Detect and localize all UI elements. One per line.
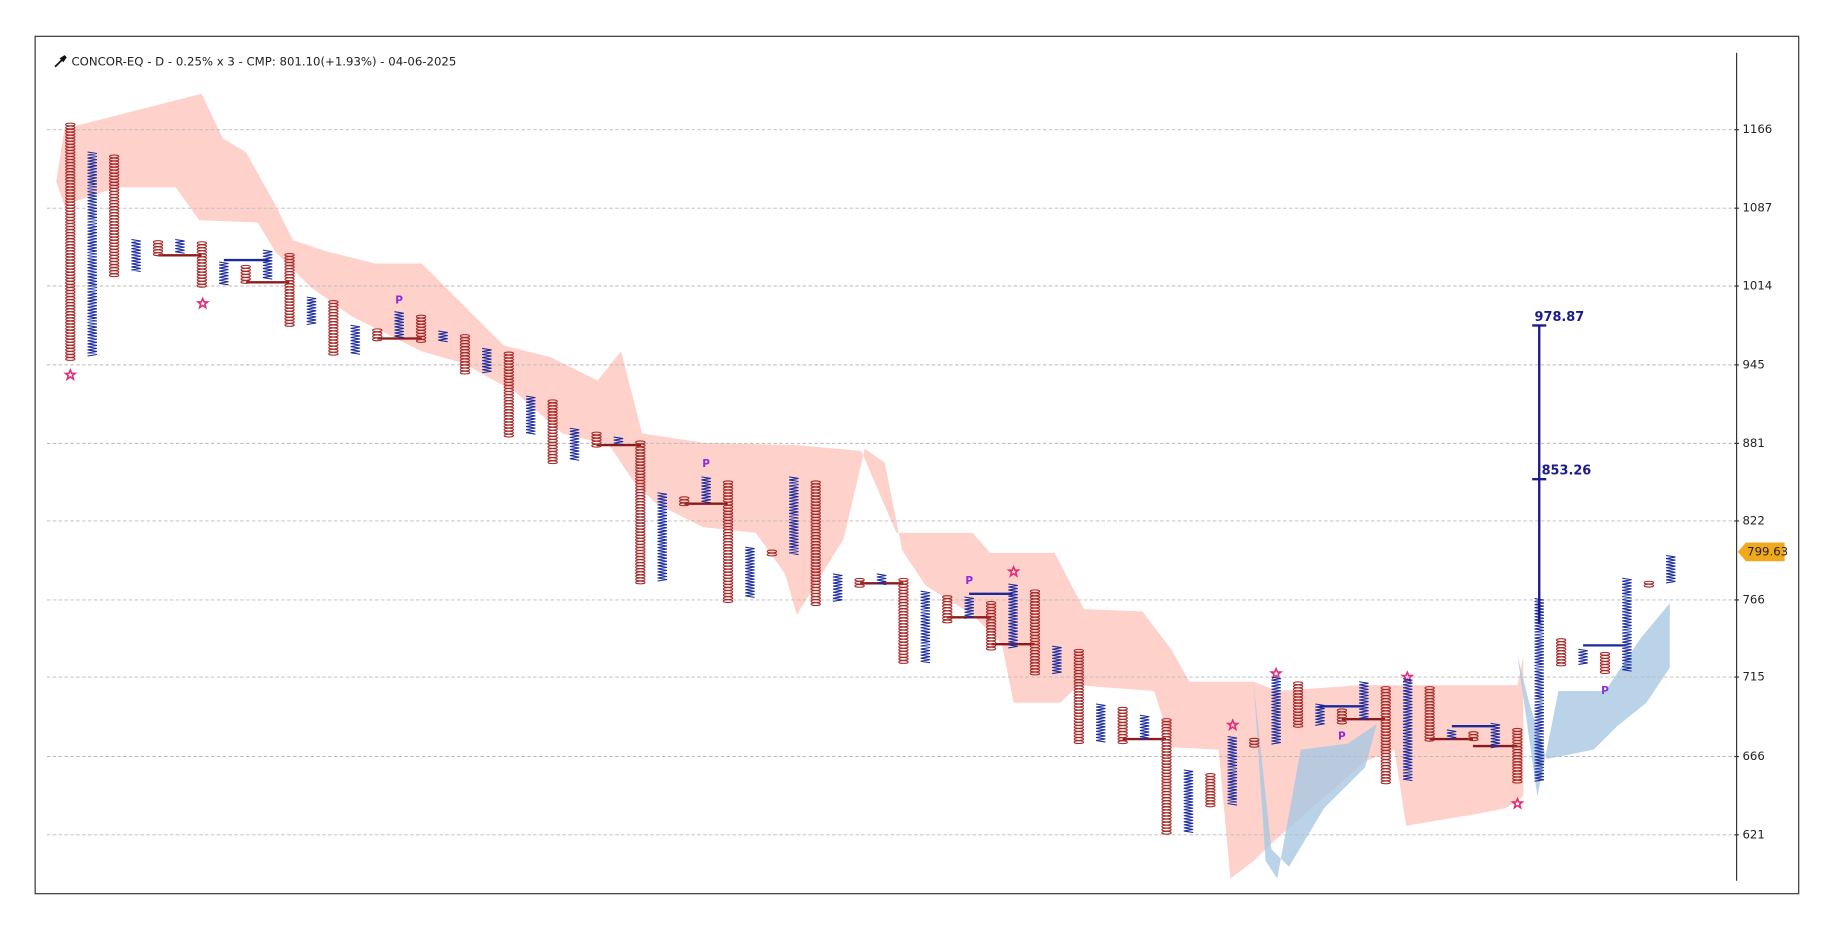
p-label: P [965,575,973,587]
price-tag-label: 799.63 [1747,544,1788,558]
x-column [657,492,668,582]
y-tick-label: 881 [1742,436,1764,450]
x-column [1139,714,1150,741]
x-column [701,476,711,504]
o-column [942,595,953,624]
o-column [1205,773,1216,808]
y-tick-label: 1014 [1742,279,1772,293]
x-column [1446,729,1457,740]
y-tick-label: 822 [1742,513,1764,527]
o-column [284,252,295,327]
target-label: 978.87 [1535,310,1585,325]
y-tick-label: 666 [1742,749,1764,763]
o-column [1336,708,1348,725]
price-tag [1737,542,1785,562]
o-column [415,314,427,343]
x-column [438,330,448,343]
o-column [1161,718,1172,835]
target-label: 853.26 [1542,463,1592,478]
o-column [459,334,471,375]
o-column [152,240,164,257]
p-label: P [1338,731,1346,743]
o-column [591,431,602,448]
o-column [1555,638,1567,667]
x-column [1359,681,1369,721]
o-column [372,328,383,342]
x-column [1315,703,1325,726]
y-tick-label: 1087 [1742,201,1772,215]
x-column [613,436,624,446]
x-column [876,573,887,586]
p-label: P [702,458,710,470]
x-column [350,324,361,355]
o-column [1512,727,1523,784]
y-tick-label: 621 [1742,827,1764,841]
x-column [1534,597,1545,782]
o-column [1073,648,1085,745]
chart-title: CONCOR-EQ - D - 0.25% x 3 - CMP: 801.10(… [71,55,456,69]
y-tick-label: 1166 [1742,122,1772,136]
x-column [1622,577,1632,672]
o-column [1468,731,1479,742]
x-column [306,296,317,326]
x-column [920,590,931,664]
x-column [1095,703,1106,743]
o-column [985,601,997,651]
wrench-icon [54,55,67,68]
x-column [1490,722,1501,749]
o-column [196,241,208,288]
x-column [262,249,273,280]
o-column [810,480,821,607]
o-column [1380,686,1391,785]
o-column [503,351,515,438]
cloud-bull [1517,603,1670,797]
o-column [898,577,909,664]
x-column [87,151,98,357]
x-column [175,239,185,254]
x-column [131,239,141,273]
x-column [1052,645,1062,675]
o-column [1643,580,1655,588]
x-column [1008,583,1018,649]
y-tick-label: 945 [1742,357,1764,371]
o-column [547,399,558,465]
o-column [65,122,76,361]
o-column [1117,706,1128,745]
o-column [766,549,778,557]
x-column [1578,648,1588,665]
o-column [1029,589,1041,676]
o-column [1599,651,1611,674]
x-column [832,573,843,602]
cloud-bull [1253,685,1377,879]
o-column [1424,686,1435,742]
o-column [240,264,251,284]
x-column [569,427,580,461]
o-column [635,440,646,585]
o-column [1249,737,1260,748]
x-column [1183,769,1194,833]
y-tick-label: 715 [1742,670,1764,684]
x-column [1271,676,1281,745]
p-label: P [1601,685,1609,697]
o-column [108,154,120,278]
p-label: P [395,294,403,306]
o-column [722,480,734,604]
x-column [525,395,536,435]
x-column [964,596,974,619]
o-column [678,496,690,507]
x-column [1666,555,1676,584]
x-column [1402,678,1413,782]
x-column [219,261,229,286]
x-column [394,311,404,339]
o-column [328,300,339,356]
x-column [745,546,755,598]
x-column [789,476,799,556]
x-column [1227,736,1238,806]
o-column [854,577,865,588]
x-column [482,347,492,374]
o-column [1292,681,1304,728]
y-tick-label: 766 [1742,592,1764,606]
